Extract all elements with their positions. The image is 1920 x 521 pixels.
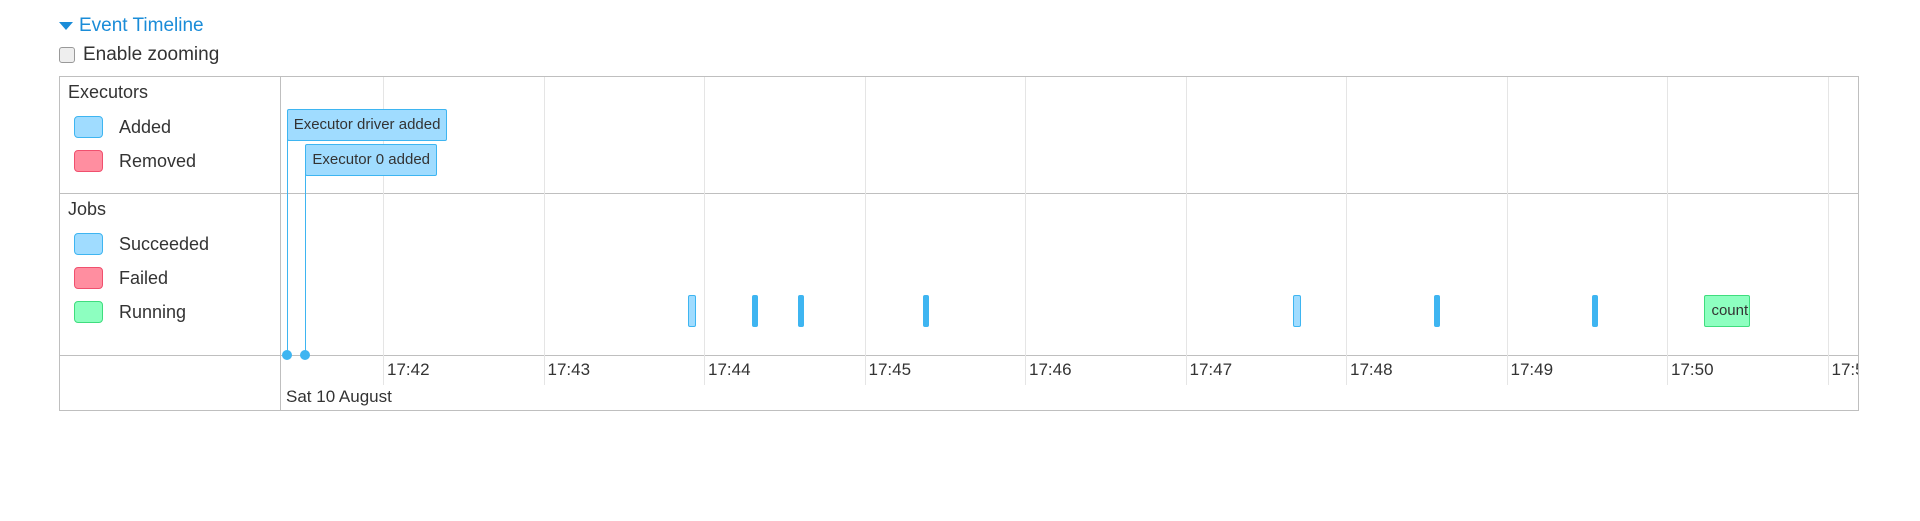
axis-tick-label: 17:44	[708, 360, 751, 379]
job-succeeded[interactable]	[797, 295, 804, 327]
job-succeeded[interactable]	[1292, 295, 1301, 327]
gridline	[1185, 77, 1187, 385]
executor-event-line	[305, 174, 307, 355]
axis-tick-label: 17:42	[387, 360, 430, 379]
job-running[interactable]: count	[1704, 295, 1750, 327]
axis-tick-label: 17:48	[1350, 360, 1393, 379]
swatch	[74, 116, 103, 138]
job-succeeded[interactable]	[687, 295, 696, 327]
event-timeline-title: Event Timeline	[79, 15, 204, 36]
group-jobs: Jobs	[68, 199, 107, 219]
gridline	[864, 77, 866, 385]
event-timeline-toggle[interactable]: Event Timeline	[59, 15, 204, 37]
legend-label: Removed	[119, 150, 197, 171]
date-label: Sat 10 August	[286, 387, 392, 406]
axis-tick-label: 17:50	[1671, 360, 1714, 379]
divider	[60, 193, 1858, 194]
legend-label: Running	[119, 301, 187, 322]
executor-event-dot[interactable]	[281, 350, 292, 360]
legend-label: Failed	[119, 267, 169, 288]
legend-label: Succeeded	[119, 233, 210, 254]
swatch	[74, 301, 103, 323]
swatch	[74, 233, 103, 255]
gridline	[1506, 77, 1508, 385]
axis-tick-label: 17:49	[1510, 360, 1554, 379]
swatch	[74, 150, 103, 172]
executor-event-dot[interactable]	[300, 350, 311, 360]
gridline	[1346, 77, 1347, 385]
executor-event[interactable]: Executor driver added	[286, 109, 448, 141]
job-succeeded[interactable]	[923, 295, 930, 327]
timeline[interactable]: Executors Added Removed Jobs Succeeded F…	[59, 76, 1859, 411]
axis-line	[60, 355, 1858, 356]
axis-tick-label: 17:46	[1029, 360, 1072, 379]
caret-down-icon	[59, 22, 73, 30]
gridline	[704, 77, 705, 385]
legend-succeeded: Succeeded	[74, 233, 209, 255]
executor-event[interactable]: Executor 0 added	[305, 144, 438, 176]
checkbox[interactable]	[59, 47, 75, 63]
enable-zooming-label: Enable zooming	[83, 44, 220, 65]
group-labels	[60, 77, 281, 410]
executor-event-line	[286, 139, 288, 355]
enable-zooming-checkbox[interactable]: Enable zooming	[59, 44, 219, 66]
axis-tick-label: 17:45	[868, 360, 912, 379]
legend-failed: Failed	[74, 267, 168, 289]
axis-tick-label: 17:43	[547, 360, 591, 379]
legend-label: Added	[119, 116, 172, 137]
gridline	[1025, 77, 1026, 385]
axis-tick-label: 17:47	[1189, 360, 1233, 379]
job-succeeded[interactable]	[752, 295, 759, 327]
gridline	[1827, 77, 1829, 385]
legend-added: Added	[74, 116, 171, 138]
job-succeeded[interactable]	[1592, 295, 1599, 327]
group-executors: Executors	[68, 82, 149, 102]
job-succeeded[interactable]	[1434, 295, 1441, 327]
legend-running: Running	[74, 301, 186, 323]
swatch	[74, 267, 103, 289]
gridline	[383, 77, 384, 385]
legend-removed: Removed	[74, 150, 196, 172]
gridline	[543, 77, 545, 385]
gridline	[1667, 77, 1668, 385]
axis-tick-label: 17:51	[1831, 360, 1859, 379]
